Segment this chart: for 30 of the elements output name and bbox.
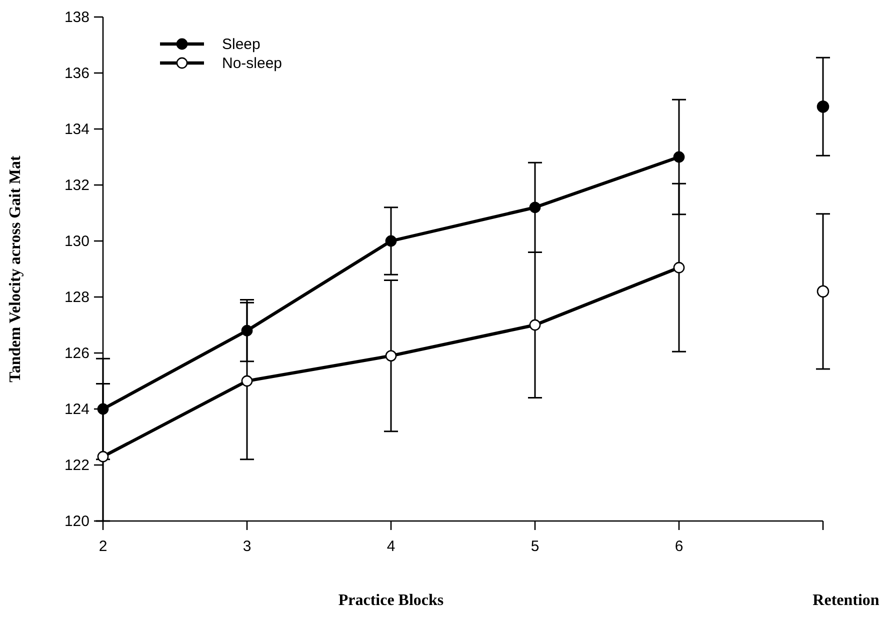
x-tick-label: 6 (674, 538, 684, 555)
y-tick-label: 122 (64, 456, 90, 474)
y-axis-title: Tandem Velocity across Gait Mat (7, 155, 24, 382)
y-tick-label: 134 (64, 120, 90, 138)
y-tick-label: 138 (64, 8, 90, 26)
y-tick-label: 128 (64, 288, 90, 306)
y-tick-label: 120 (64, 512, 90, 530)
point (673, 151, 685, 163)
x-axis-title: Practice Blocks (338, 592, 444, 609)
y-tick-label: 130 (64, 232, 90, 250)
y-tick-label: 124 (64, 400, 90, 418)
point (529, 319, 541, 331)
point (241, 324, 253, 336)
y-tick-label: 132 (64, 176, 90, 194)
point (241, 375, 253, 387)
x-tick-label: 5 (530, 538, 540, 555)
point (529, 202, 541, 214)
point (385, 350, 397, 362)
text: Retention (812, 592, 880, 609)
x-tick-label: 2 (98, 538, 108, 555)
point (385, 235, 397, 247)
x-tick-label: 3 (242, 538, 252, 555)
point (816, 100, 830, 113)
x-tick-label: 4 (386, 538, 396, 555)
point (673, 262, 685, 274)
legend-label: Sleep (222, 36, 260, 53)
legend-label: No-sleep (222, 55, 282, 72)
y-tick-label: 126 (64, 344, 90, 362)
y-tick-label: 136 (64, 64, 90, 82)
point (816, 285, 830, 298)
